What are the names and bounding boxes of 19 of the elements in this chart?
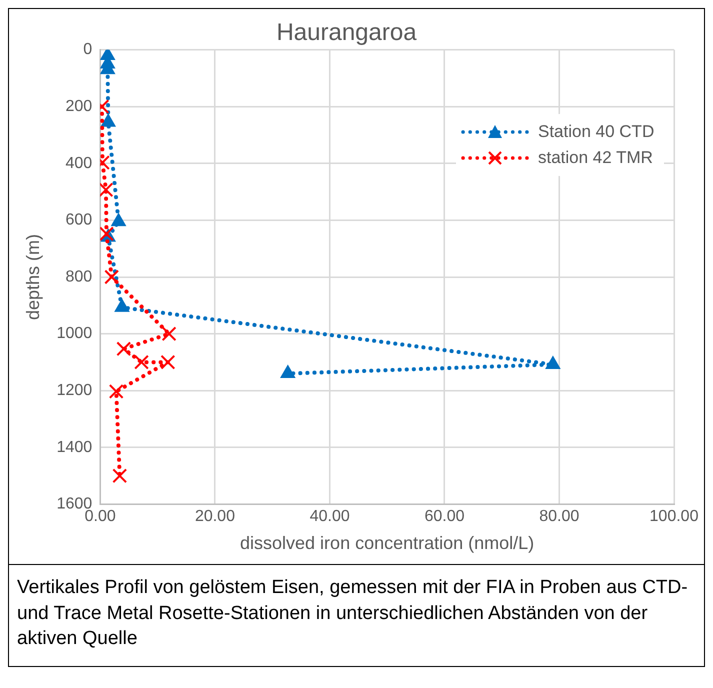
y-tick-label: 0 — [83, 41, 92, 58]
x-tick-label: 100.00 — [650, 508, 699, 526]
text: Vertikales Profil von gelöstem Eisen, gemessen mit der FIA in Proben aus CTD- und Trace Metal Rosette-Stationen in unterschiedlichen Abständen von der aktiven Quelle — [17, 576, 689, 652]
legend-label: Station 40 CTD — [538, 122, 654, 142]
x-axis-title: dissolved iron concentration (nmol/L) — [240, 533, 534, 554]
chart-title: Haurangaroa — [276, 19, 418, 46]
y-axis-title: depths (m) — [22, 234, 43, 320]
y-tick-label: 400 — [65, 154, 92, 172]
y-tick-label: 200 — [65, 98, 92, 116]
legend-label: station 42 TMR — [538, 148, 653, 168]
x-tick-label: 60.00 — [424, 508, 465, 526]
y-tick-label: 1400 — [56, 438, 92, 456]
y-tick-label: 1000 — [56, 325, 92, 342]
y-tick-label: 600 — [65, 212, 92, 229]
x-tick-label: 40.00 — [310, 508, 350, 526]
y-tick-label: 800 — [65, 268, 92, 286]
x-tick-label: 20.00 — [194, 508, 236, 526]
y-tick-label: 1200 — [56, 382, 92, 400]
x-tick-label: 80.00 — [539, 508, 580, 526]
